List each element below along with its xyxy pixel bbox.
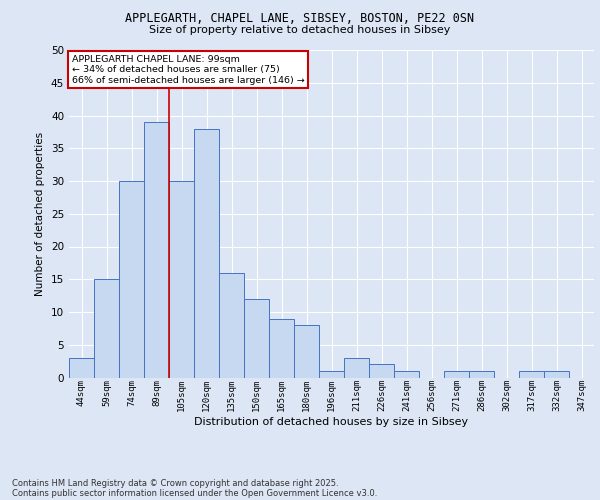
Bar (294, 325, 319, 378)
Bar (519, 371, 544, 378)
Text: Contains HM Land Registry data © Crown copyright and database right 2025.: Contains HM Land Registry data © Crown c… (12, 478, 338, 488)
Y-axis label: Number of detached properties: Number of detached properties (35, 132, 46, 296)
Bar (94, 279, 119, 378)
Bar (219, 272, 244, 378)
X-axis label: Distribution of detached houses by size in Sibsey: Distribution of detached houses by size … (194, 416, 469, 426)
Text: APPLEGARTH, CHAPEL LANE, SIBSEY, BOSTON, PE22 0SN: APPLEGARTH, CHAPEL LANE, SIBSEY, BOSTON,… (125, 12, 475, 26)
Bar (369, 364, 394, 378)
Bar (394, 371, 419, 378)
Text: APPLEGARTH CHAPEL LANE: 99sqm
← 34% of detached houses are smaller (75)
66% of s: APPLEGARTH CHAPEL LANE: 99sqm ← 34% of d… (71, 55, 304, 84)
Bar (269, 318, 294, 378)
Bar (194, 128, 219, 378)
Text: Contains public sector information licensed under the Open Government Licence v3: Contains public sector information licen… (12, 488, 377, 498)
Bar (169, 181, 194, 378)
Bar (144, 122, 169, 378)
Text: Size of property relative to detached houses in Sibsey: Size of property relative to detached ho… (149, 25, 451, 35)
Bar (544, 371, 569, 378)
Bar (444, 371, 469, 378)
Bar (469, 371, 494, 378)
Bar (69, 358, 94, 378)
Bar (344, 358, 369, 378)
Bar (319, 371, 344, 378)
Bar (244, 299, 269, 378)
Bar (119, 181, 144, 378)
